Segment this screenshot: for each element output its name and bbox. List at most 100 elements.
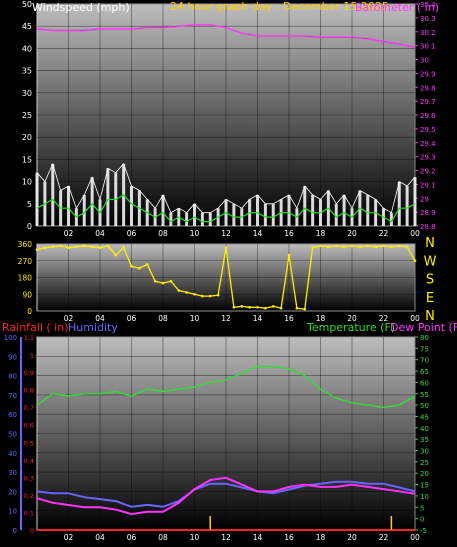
rainfall-y-tick: 0.9 — [24, 369, 34, 377]
temperature-y-tick: 35 — [420, 436, 429, 444]
direction-x-tick: 10 — [190, 314, 200, 323]
direction-x-tick: 14 — [253, 314, 263, 323]
wind-x-tick: 04 — [95, 229, 105, 238]
direction-x-tick: 08 — [158, 314, 168, 323]
temperature-y-tick: 40 — [420, 425, 429, 433]
temperature-y-tick: 15 — [420, 482, 429, 490]
humidity-y-tick: 90 — [8, 353, 17, 361]
rainfall-y-tick: 0.1 — [24, 509, 34, 517]
wind-y-tick: 5 — [27, 200, 32, 209]
temp-x-tick: 18 — [316, 533, 326, 542]
wind-x-tick: 22 — [379, 229, 389, 238]
direction-y-tick: 180 — [18, 274, 33, 283]
humidity-y-tick: 80 — [8, 373, 17, 381]
humidity-y-tick: 30 — [8, 469, 17, 477]
temp-x-tick: 22 — [379, 533, 389, 542]
wind-x-tick: 00 — [410, 229, 420, 238]
rainfall-y-tick: 1.1 — [24, 334, 34, 342]
temp-x-tick: 00 — [410, 533, 420, 542]
compass-label: E — [426, 291, 434, 306]
compass-label: S — [426, 273, 434, 288]
pressure-y-tick: 29 — [420, 195, 429, 203]
compass-label: N — [425, 236, 435, 251]
humidity-y-tick: 40 — [8, 450, 17, 458]
humidity-label: Humidity — [68, 321, 118, 334]
humidity-y-tick: 0 — [13, 527, 17, 535]
humidity-y-tick: 10 — [8, 508, 17, 516]
rainfall-y-tick: 0.7 — [24, 404, 34, 412]
temperature-y-tick: 20 — [420, 470, 429, 478]
temperature-y-tick: 75 — [420, 345, 429, 353]
pressure-y-tick: 29.8 — [420, 84, 436, 92]
wind-y-tick: 45 — [22, 22, 32, 31]
pressure-y-tick: 30.1 — [420, 43, 436, 51]
wind-x-tick: 18 — [316, 229, 326, 238]
pressure-y-tick: 29.2 — [420, 168, 436, 176]
compass-label: N — [425, 309, 435, 324]
wind-y-tick: 20 — [22, 133, 32, 142]
wind-x-tick: 08 — [158, 229, 168, 238]
wind-y-tick: 10 — [22, 178, 32, 187]
rainfall-y-tick: 0.8 — [24, 387, 34, 395]
temp-x-tick: 14 — [253, 533, 263, 542]
wind-y-tick: 50 — [22, 0, 32, 9]
temperature-y-tick: 60 — [420, 379, 429, 387]
humidity-y-tick: 100 — [4, 334, 17, 342]
pressure-line — [36, 24, 416, 48]
wind-y-tick: 15 — [22, 155, 32, 164]
wind-avg-line — [36, 194, 416, 223]
temperature-y-tick: 5 — [420, 504, 424, 512]
wind-y-tick: 35 — [22, 67, 32, 76]
temp-x-tick: 06 — [127, 533, 137, 542]
wind-x-tick: 20 — [347, 229, 357, 238]
pressure-y-tick: 28.8 — [420, 223, 436, 231]
temperature-y-tick: 70 — [420, 357, 429, 365]
pressure-y-tick: 29.6 — [420, 112, 436, 120]
temp-x-tick: 04 — [95, 533, 105, 542]
rainfall-y-tick: 1 — [30, 352, 34, 360]
wind-x-tick: 06 — [127, 229, 137, 238]
rainfall-y-tick: 0.2 — [24, 492, 34, 500]
humidity-y-tick: 20 — [8, 488, 17, 496]
direction-y-tick: 90 — [22, 290, 32, 299]
pressure-y-tick: 30.2 — [420, 29, 436, 37]
pressure-y-tick: 29.4 — [420, 140, 436, 148]
pressure-y-tick: 29.3 — [420, 154, 436, 162]
wind-gust-line — [36, 163, 416, 214]
temperature-label: Temperature (F) — [306, 321, 395, 334]
humidity-line — [36, 480, 416, 508]
temperature-y-tick: 65 — [420, 368, 429, 376]
temp-x-tick: 10 — [190, 533, 200, 542]
direction-y-tick: 0 — [27, 307, 32, 316]
dewpoint-label: Dew Point (F) — [390, 321, 457, 334]
rainfall-y-tick: 0.5 — [24, 439, 34, 447]
temp-x-tick: 12 — [221, 533, 231, 542]
wind-y-tick: 25 — [22, 111, 32, 120]
wind-x-tick: 16 — [284, 229, 294, 238]
compass-label: W — [424, 254, 437, 269]
pressure-y-tick: 29.7 — [420, 98, 436, 106]
chart-title: 24 hour graph day : December 15 2025 — [170, 0, 389, 13]
temperature-y-tick: 55 — [420, 391, 429, 399]
direction-x-tick: 06 — [127, 314, 137, 323]
rainfall-y-tick: 0.6 — [24, 422, 34, 430]
temperature-y-tick: 80 — [420, 334, 429, 342]
temp-x-tick: 02 — [64, 533, 74, 542]
temp-x-tick: 08 — [158, 533, 168, 542]
wind-x-tick: 14 — [253, 229, 263, 238]
temperature-y-tick: 30 — [420, 448, 429, 456]
temperature-y-tick: 0 — [420, 516, 424, 524]
humidity-y-tick: 50 — [8, 431, 17, 439]
humidity-y-tick: 60 — [8, 411, 17, 419]
temperature-y-tick: 10 — [420, 493, 429, 501]
pressure-y-tick: 30 — [420, 57, 429, 65]
direction-y-tick: 360 — [18, 240, 33, 249]
temperature-y-tick: 50 — [420, 402, 429, 410]
windspeed-label: Windspeed (mph) — [32, 1, 130, 14]
temperature-y-tick: -5 — [420, 527, 427, 535]
direction-y-tick: 270 — [18, 257, 33, 266]
direction-x-tick: 04 — [95, 314, 105, 323]
direction-x-tick: 00 — [410, 314, 420, 323]
pressure-y-tick: 30.3 — [420, 15, 436, 23]
direction-line — [36, 245, 416, 310]
